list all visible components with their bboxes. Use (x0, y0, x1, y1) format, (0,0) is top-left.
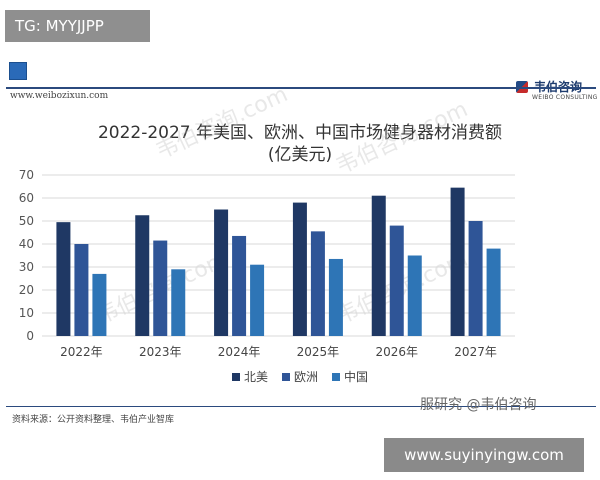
source-note: 资料来源：公开资料整理、韦伯产业智库 (12, 415, 175, 425)
bar-chart: 0 10 20 30 40 50 60 70 2022年 2023年 2024年 2025年 2026年… (19, 168, 515, 384)
y-tick-label: 40 (19, 237, 34, 251)
x-tick-label: 2024年 (218, 345, 261, 359)
bar-1 (214, 209, 229, 336)
bar-2 (389, 225, 404, 336)
bar-2 (74, 244, 89, 336)
legend-swatch (232, 373, 240, 381)
bar-1 (292, 202, 307, 336)
y-tick-label: 30 (19, 260, 34, 274)
site-url-box: www.suyinyingw.com (384, 438, 584, 472)
y-tick-label: 70 (19, 168, 34, 182)
header-divider (6, 87, 596, 89)
y-tick-label: 0 (26, 329, 34, 343)
y-tick-label: 20 (19, 283, 34, 297)
bar-3 (407, 255, 422, 336)
y-tick-label: 50 (19, 214, 34, 228)
y-tick-label: 10 (19, 306, 34, 320)
bar-1 (450, 187, 465, 336)
x-tick-label: 2023年 (139, 345, 182, 359)
bar-1 (56, 222, 71, 336)
brand-logo-icon (516, 80, 528, 93)
tag-label: TG: MYYJJPP (5, 10, 150, 42)
bar-1 (135, 215, 150, 336)
legend-label: 中国 (344, 369, 368, 384)
bar-2 (310, 231, 325, 336)
x-tick-label: 2026年 (375, 345, 418, 359)
bar-3 (250, 264, 265, 336)
legend-swatch (332, 373, 340, 381)
weibo-note: 服研究 @韦伯咨询 (420, 397, 537, 413)
header-blue-square (9, 62, 27, 80)
chart-title: 2022-2027 年美国、欧洲、中国市场健身器材消费额 (97, 123, 503, 143)
bar-3 (328, 258, 343, 336)
bar-3 (92, 273, 107, 336)
bar-2 (153, 240, 168, 336)
bar-2 (468, 221, 483, 336)
x-tick-label: 2025年 (297, 345, 340, 359)
legend-label: 欧洲 (294, 370, 318, 384)
bar-3 (486, 248, 501, 336)
legend-label: 北美 (244, 370, 268, 384)
x-tick-label: 2022年 (60, 345, 103, 359)
legend-swatch (282, 373, 290, 381)
chart-subtitle: (亿美元) (267, 145, 333, 165)
y-tick-label: 60 (19, 191, 34, 205)
website-url: www.weibozixun.com (10, 91, 109, 101)
brand-subtitle: WEIBO CONSULTING (532, 94, 598, 101)
bar-1 (371, 195, 386, 336)
bar-2 (232, 235, 247, 336)
bar-3 (171, 269, 186, 336)
footer-divider (6, 406, 596, 407)
x-tick-label: 2027年 (454, 345, 497, 359)
